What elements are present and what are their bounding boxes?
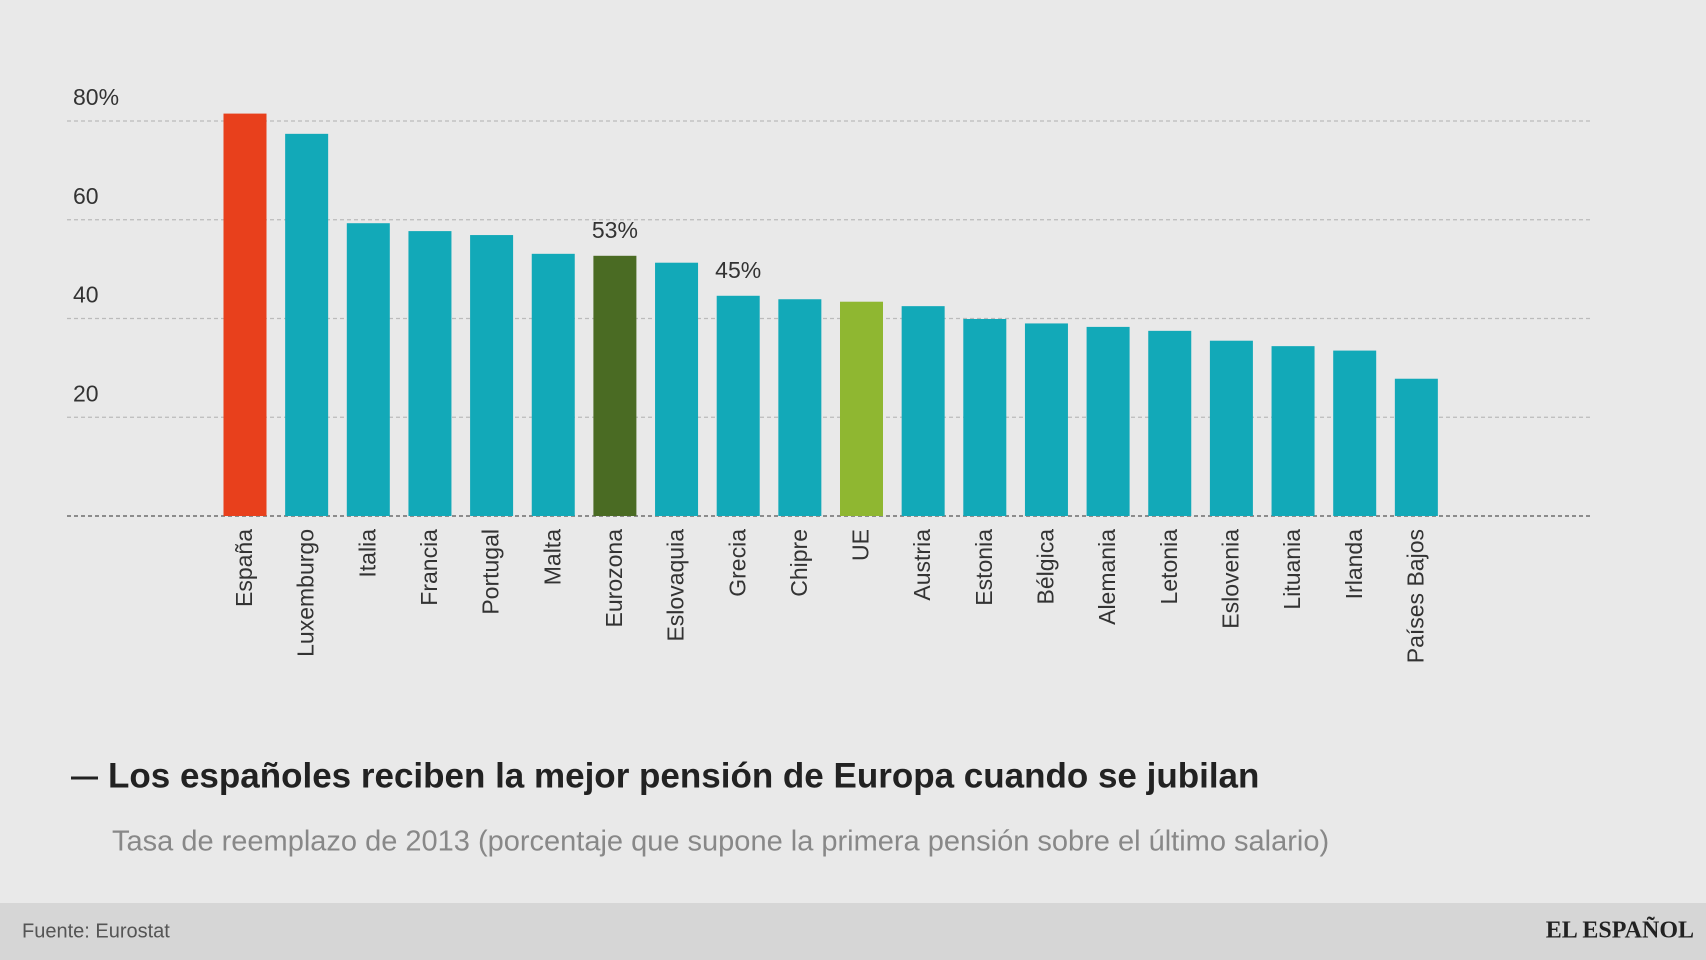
x-tick-label: Países Bajos	[1402, 529, 1428, 663]
x-tick-label: Eslovenia	[1217, 529, 1243, 629]
brand-logo: EL ESPAÑOL	[1546, 918, 1694, 944]
x-tick-label: Eurozona	[601, 529, 627, 628]
source: Fuente: Eurostat	[22, 920, 170, 942]
chart-title: Los españoles reciben la mejor pensión d…	[108, 756, 1259, 795]
x-tick-label: Portugal	[478, 529, 504, 615]
bar	[1086, 326, 1130, 516]
x-tick-label: Eslovaquia	[663, 529, 689, 642]
bar	[963, 318, 1007, 516]
bar	[901, 306, 945, 516]
bar	[840, 301, 883, 516]
x-tick-label: Chipre	[786, 529, 812, 597]
bar	[593, 255, 637, 516]
x-tick-label: Luxemburgo	[293, 529, 319, 657]
y-tick-label: 80%	[73, 84, 119, 110]
x-tick-label: Irlanda	[1341, 529, 1367, 600]
bar	[223, 113, 267, 516]
bar	[778, 299, 822, 516]
x-tick-label: Francia	[416, 529, 442, 606]
footer-band	[0, 903, 1706, 960]
bar	[716, 295, 760, 516]
x-tick-label: Letonia	[1156, 529, 1182, 605]
bar	[1148, 330, 1192, 516]
y-tick-label: 40	[73, 282, 99, 308]
x-tick-label: UE	[848, 529, 874, 561]
x-tick-label: España	[231, 529, 257, 607]
x-tick-label: Estonia	[971, 529, 997, 606]
x-tick-label: Lituania	[1279, 529, 1305, 610]
x-tick-label: Grecia	[724, 529, 750, 597]
bar	[1271, 346, 1315, 516]
bar	[346, 223, 390, 517]
y-tick-label: 20	[73, 380, 99, 406]
x-tick-label: Italia	[354, 529, 380, 578]
bar	[470, 235, 514, 516]
x-tick-label: Bélgica	[1033, 529, 1059, 605]
bar	[655, 262, 699, 516]
bar	[408, 231, 452, 516]
bar	[531, 253, 575, 516]
value-label: 53%	[592, 217, 638, 243]
x-tick-label: Austria	[909, 529, 935, 601]
x-tick-label: Malta	[539, 529, 565, 585]
bar	[1394, 378, 1438, 516]
chart-subtitle: Tasa de reemplazo de 2013 (porcentaje qu…	[112, 826, 1329, 858]
x-tick-label: Alemania	[1094, 529, 1120, 625]
bar	[1024, 323, 1068, 516]
value-label: 45%	[715, 257, 761, 283]
bar	[1209, 340, 1253, 516]
y-tick-label: 60	[73, 183, 99, 209]
bar	[285, 133, 329, 516]
bar	[1333, 350, 1377, 516]
